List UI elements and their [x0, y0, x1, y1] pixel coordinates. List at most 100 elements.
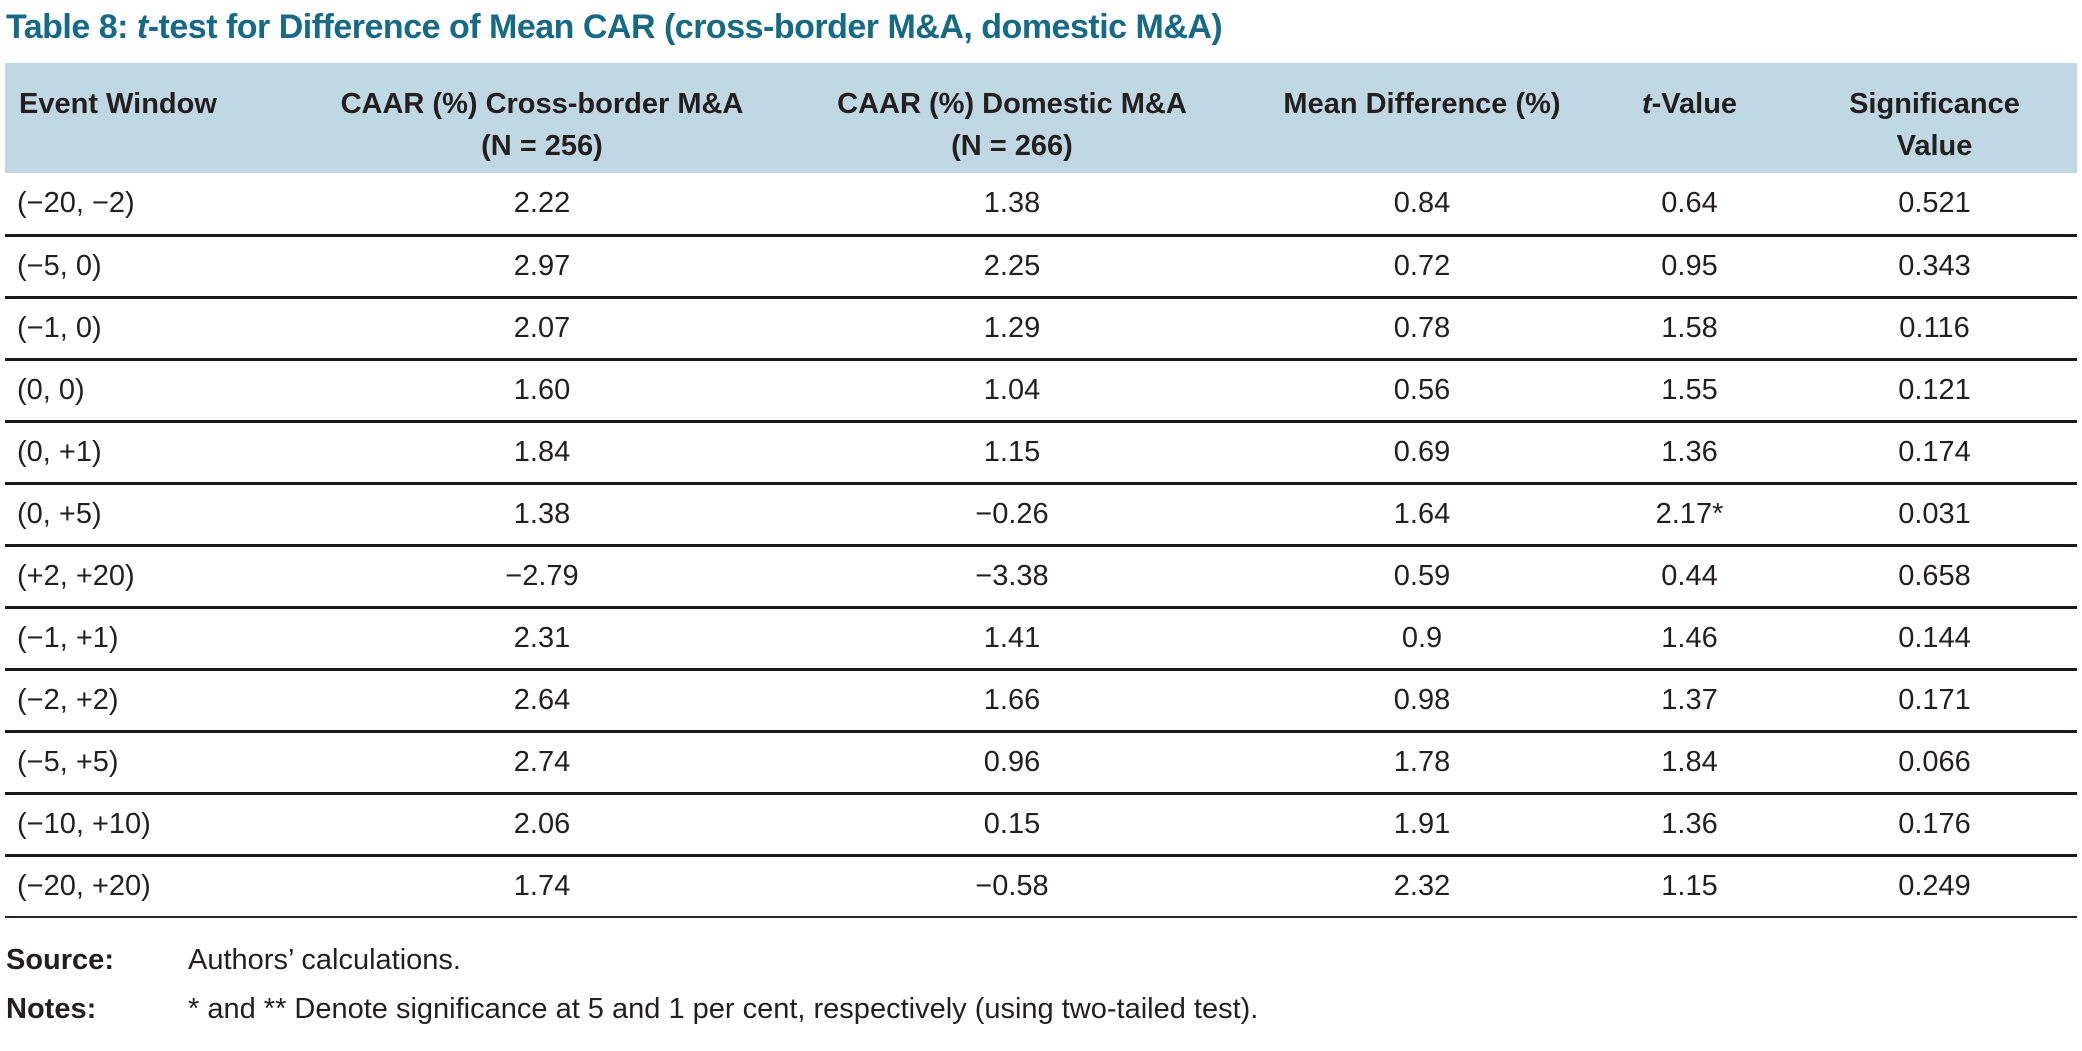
cell-caar-cross-border: 2.31 — [317, 607, 767, 671]
significance-line2: Value — [1896, 130, 1973, 163]
source-text: Authors’ calculations. — [188, 944, 461, 976]
cell-t-value: 2.17* — [1587, 483, 1792, 547]
cell-t-value: 1.84 — [1587, 731, 1792, 795]
col-header-t-value: t-Value — [1587, 63, 1792, 173]
cell-caar-domestic: −3.38 — [767, 545, 1257, 609]
cell-event-window: (−1, +1) — [5, 607, 317, 671]
cell-mean-difference: 1.91 — [1257, 793, 1587, 857]
cell-event-window: (−1, 0) — [5, 297, 317, 361]
cell-significance: 0.174 — [1792, 421, 2077, 485]
caar-domestic-line1: CAAR (%) Domestic M&A — [837, 88, 1187, 120]
cell-significance: 0.658 — [1792, 545, 2077, 609]
cell-t-value: 0.95 — [1587, 235, 1792, 299]
significance-line1: Significance — [1849, 88, 2020, 120]
table-title-italic-t: t — [136, 8, 148, 46]
t-value-italic-t: t — [1641, 88, 1652, 120]
cell-caar-cross-border: 1.60 — [317, 359, 767, 423]
cell-significance: 0.121 — [1792, 359, 2077, 423]
source-label: Source: — [6, 944, 114, 976]
table-title-suffix: -test for Difference of Mean CAR (cross-… — [147, 8, 1223, 46]
cell-mean-difference: 1.78 — [1257, 731, 1587, 795]
cell-caar-domestic: −0.26 — [767, 483, 1257, 547]
cell-mean-difference: 0.98 — [1257, 669, 1587, 733]
t-test-table: Event Window CAAR (%) Cross-border M&A (… — [5, 63, 2077, 918]
table-row: (−20, +20) 1.74 −0.58 2.32 1.15 0.249 — [5, 855, 2077, 918]
cell-event-window: (−5, 0) — [5, 235, 317, 299]
notes-label: Notes: — [6, 993, 97, 1025]
cell-caar-cross-border: 1.38 — [317, 483, 767, 547]
cell-significance: 0.031 — [1792, 483, 2077, 547]
table-title: Table 8: t-test for Difference of Mean C… — [0, 0, 2082, 47]
table-row: (−20, −2) 2.22 1.38 0.84 0.64 0.521 — [5, 173, 2077, 237]
cell-mean-difference: 0.72 — [1257, 235, 1587, 299]
cell-t-value: 0.44 — [1587, 545, 1792, 609]
cell-caar-cross-border: 2.07 — [317, 297, 767, 361]
table-row: (+2, +20) −2.79 −3.38 0.59 0.44 0.658 — [5, 545, 2077, 609]
cell-caar-cross-border: 1.84 — [317, 421, 767, 485]
cell-caar-domestic: 1.38 — [767, 173, 1257, 237]
cell-caar-domestic: 1.41 — [767, 607, 1257, 671]
col-header-event-window: Event Window — [5, 63, 317, 173]
cell-caar-cross-border: 2.06 — [317, 793, 767, 857]
cell-caar-domestic: 1.66 — [767, 669, 1257, 733]
table-header-row: Event Window CAAR (%) Cross-border M&A (… — [5, 63, 2077, 173]
cell-caar-cross-border: 2.64 — [317, 669, 767, 733]
cell-caar-cross-border: −2.79 — [317, 545, 767, 609]
notes-row: Notes: * and ** Denote significance at 5… — [6, 993, 2082, 1026]
caar-cross-border-line2: (N = 256) — [481, 130, 603, 163]
table-row: (−1, 0) 2.07 1.29 0.78 1.58 0.116 — [5, 297, 2077, 361]
cell-caar-cross-border: 2.97 — [317, 235, 767, 299]
cell-caar-domestic: 1.15 — [767, 421, 1257, 485]
cell-mean-difference: 0.56 — [1257, 359, 1587, 423]
cell-event-window: (−2, +2) — [5, 669, 317, 733]
cell-caar-domestic: 0.96 — [767, 731, 1257, 795]
cell-caar-domestic: −0.58 — [767, 855, 1257, 918]
table-row: (0, 0) 1.60 1.04 0.56 1.55 0.121 — [5, 359, 2077, 423]
source-row: Source: Authors’ calculations. — [6, 944, 2082, 977]
cell-mean-difference: 1.64 — [1257, 483, 1587, 547]
cell-caar-cross-border: 2.74 — [317, 731, 767, 795]
cell-event-window: (−10, +10) — [5, 793, 317, 857]
cell-significance: 0.066 — [1792, 731, 2077, 795]
cell-significance: 0.171 — [1792, 669, 2077, 733]
cell-t-value: 1.36 — [1587, 421, 1792, 485]
cell-significance: 0.521 — [1792, 173, 2077, 237]
cell-mean-difference: 2.32 — [1257, 855, 1587, 918]
table-row: (0, +5) 1.38 −0.26 1.64 2.17* 0.031 — [5, 483, 2077, 547]
table-title-prefix: Table 8: — [6, 8, 137, 46]
cell-mean-difference: 0.84 — [1257, 173, 1587, 237]
cell-caar-cross-border: 1.74 — [317, 855, 767, 918]
table-row: (−5, 0) 2.97 2.25 0.72 0.95 0.343 — [5, 235, 2077, 299]
col-header-mean-difference: Mean Difference (%) — [1257, 63, 1587, 173]
cell-event-window: (+2, +20) — [5, 545, 317, 609]
cell-t-value: 1.55 — [1587, 359, 1792, 423]
cell-t-value: 1.46 — [1587, 607, 1792, 671]
table-row: (−10, +10) 2.06 0.15 1.91 1.36 0.176 — [5, 793, 2077, 857]
cell-t-value: 1.37 — [1587, 669, 1792, 733]
cell-event-window: (0, +5) — [5, 483, 317, 547]
cell-significance: 0.144 — [1792, 607, 2077, 671]
cell-mean-difference: 0.69 — [1257, 421, 1587, 485]
col-header-caar-domestic: CAAR (%) Domestic M&A (N = 266) — [767, 63, 1257, 173]
cell-caar-domestic: 1.04 — [767, 359, 1257, 423]
cell-t-value: 1.58 — [1587, 297, 1792, 361]
cell-t-value: 1.15 — [1587, 855, 1792, 918]
table-row: (0, +1) 1.84 1.15 0.69 1.36 0.174 — [5, 421, 2077, 485]
col-header-caar-cross-border: CAAR (%) Cross-border M&A (N = 256) — [317, 63, 767, 173]
cell-caar-cross-border: 2.22 — [317, 173, 767, 237]
col-header-significance: Significance Value — [1792, 63, 2077, 173]
cell-event-window: (−5, +5) — [5, 731, 317, 795]
cell-event-window: (−20, −2) — [5, 173, 317, 237]
cell-significance: 0.249 — [1792, 855, 2077, 918]
cell-significance: 0.116 — [1792, 297, 2077, 361]
cell-mean-difference: 0.78 — [1257, 297, 1587, 361]
table-row: (−5, +5) 2.74 0.96 1.78 1.84 0.066 — [5, 731, 2077, 795]
cell-mean-difference: 0.59 — [1257, 545, 1587, 609]
table-row: (−1, +1) 2.31 1.41 0.9 1.46 0.144 — [5, 607, 2077, 671]
cell-event-window: (0, 0) — [5, 359, 317, 423]
table-footnotes: Source: Authors’ calculations. Notes: * … — [6, 944, 2082, 1026]
cell-mean-difference: 0.9 — [1257, 607, 1587, 671]
cell-significance: 0.343 — [1792, 235, 2077, 299]
caar-domestic-line2: (N = 266) — [951, 130, 1073, 163]
